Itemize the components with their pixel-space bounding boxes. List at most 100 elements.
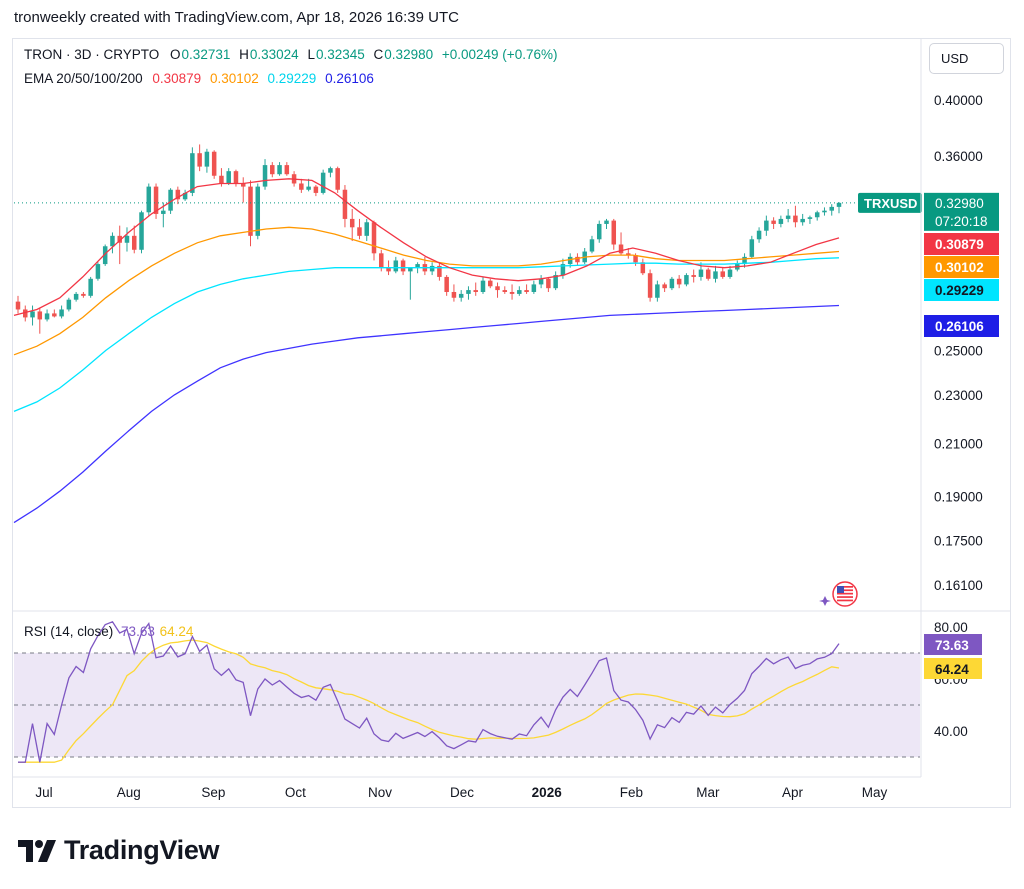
candle	[502, 286, 508, 294]
candle-body	[662, 284, 667, 289]
candle-body	[277, 165, 282, 175]
time-axis-tick: Jul	[35, 785, 52, 800]
candle	[408, 267, 413, 300]
candle	[117, 225, 122, 265]
candle-body	[567, 256, 573, 265]
ema50-tag-value: 0.30102	[935, 260, 984, 275]
rsi-legend-label[interactable]: RSI (14, close)	[24, 624, 114, 639]
candle-body	[596, 223, 602, 240]
candle-body	[742, 256, 747, 265]
ema200-line	[13, 304, 840, 524]
candle-body	[110, 235, 115, 247]
candle-body	[66, 299, 72, 310]
candle-body	[524, 290, 529, 292]
candles-group	[15, 144, 842, 334]
candle	[73, 291, 79, 302]
candle	[429, 262, 435, 276]
symbol-tag	[858, 192, 922, 213]
candle	[197, 144, 202, 172]
candle	[771, 217, 776, 230]
candle-body	[756, 230, 762, 240]
candle-body	[720, 271, 726, 277]
time-axis-tick: Aug	[117, 785, 141, 800]
candle	[15, 295, 21, 314]
candle-body	[727, 269, 733, 277]
candle	[204, 148, 210, 173]
candle	[400, 258, 406, 276]
candle-body	[415, 264, 420, 268]
candle-body	[102, 246, 108, 265]
candle-body	[531, 284, 537, 292]
candle-body	[379, 253, 384, 268]
candle	[727, 265, 733, 279]
candle	[37, 307, 43, 334]
candle-body	[764, 220, 769, 231]
ema-legend-label[interactable]: EMA 20/50/100/200	[24, 71, 143, 86]
close-label: C	[373, 47, 384, 62]
ema20-value: 0.30879	[152, 71, 202, 86]
candle	[320, 169, 326, 195]
candle-body	[480, 280, 486, 292]
candle	[807, 215, 813, 224]
candle-body	[633, 255, 638, 263]
candle-body	[437, 265, 442, 277]
candle-body	[655, 284, 660, 298]
price-axis-tick: 0.17500	[934, 534, 983, 549]
candle-body	[589, 239, 595, 252]
candle	[488, 278, 493, 289]
rsi-line	[18, 621, 840, 763]
candle	[611, 218, 617, 250]
candle-body	[371, 222, 377, 254]
candle-body	[139, 212, 144, 250]
close-value: 0.32980	[384, 47, 434, 62]
price-axis-tick: 0.36000	[934, 149, 983, 164]
candle-body	[458, 293, 464, 298]
candle	[495, 282, 500, 298]
candle-body	[255, 186, 261, 236]
candle-body	[299, 183, 304, 190]
open-value: 0.32731	[181, 47, 231, 62]
price-axis-tick: 0.16100	[934, 578, 983, 593]
candle-body	[44, 313, 50, 320]
candle-body	[52, 313, 57, 317]
rsi-axis-tick: 40.00	[934, 724, 968, 739]
candle-body	[117, 235, 122, 243]
candle-body	[37, 311, 43, 320]
candle-body	[262, 165, 268, 187]
candle	[546, 276, 551, 292]
rsi-ma-tag-value: 64.24	[935, 662, 969, 677]
candle-body	[328, 168, 333, 173]
ema100-line	[13, 257, 840, 413]
price-axis-tick: 0.23000	[934, 388, 983, 403]
candle-body	[488, 280, 493, 287]
candle-body	[270, 165, 275, 175]
time-axis-tick: 2026	[532, 785, 563, 800]
candle	[110, 232, 115, 254]
tradingview-logo[interactable]: TradingView	[18, 835, 220, 866]
candle	[211, 150, 217, 179]
candle-body	[517, 290, 522, 294]
candle-body	[124, 235, 130, 243]
candle-body	[713, 271, 718, 279]
candle-body	[233, 171, 239, 184]
candle	[182, 189, 188, 201]
time-axis-tick: Dec	[450, 785, 474, 800]
candle	[342, 185, 348, 228]
candle-body	[691, 275, 696, 277]
currency-button[interactable]: USD	[929, 43, 1004, 74]
symbol-label[interactable]: TRON · 3D · CRYPTO	[24, 47, 160, 62]
candle-body	[698, 269, 704, 277]
candle-body	[778, 218, 784, 224]
candle-body	[197, 153, 202, 167]
candle	[582, 248, 587, 265]
candle	[52, 309, 57, 318]
candle	[102, 244, 108, 266]
candle-body	[95, 264, 101, 279]
candle	[262, 159, 268, 190]
candle-body	[502, 290, 508, 292]
candle-body	[23, 309, 28, 318]
candle	[328, 166, 333, 178]
candle	[684, 273, 689, 287]
candle-body	[15, 301, 21, 310]
